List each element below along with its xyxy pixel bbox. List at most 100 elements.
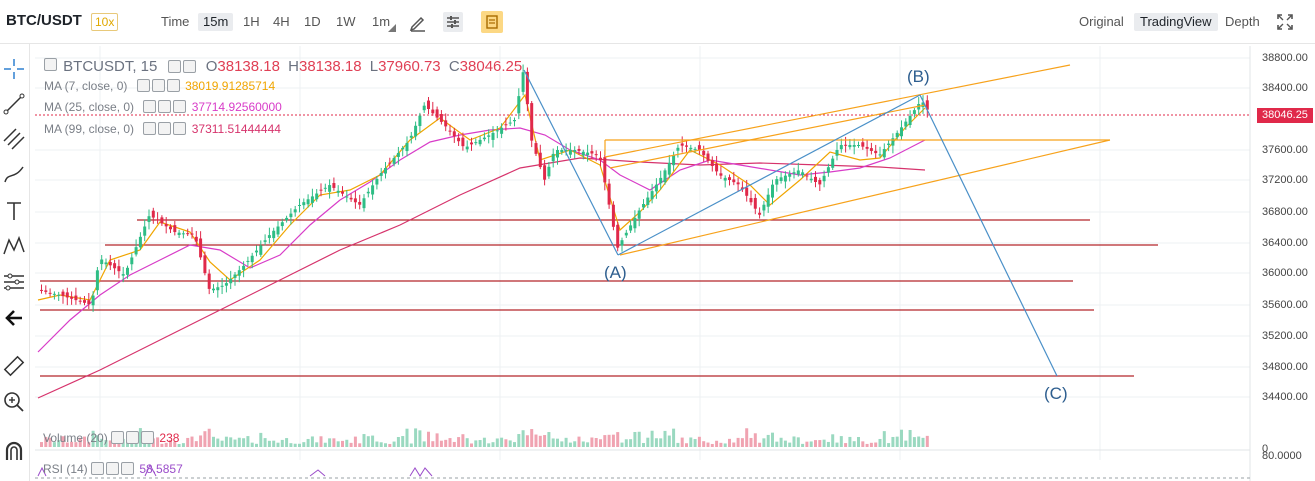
leverage-badge[interactable]: 10x	[91, 13, 119, 31]
timeframe-time[interactable]: Time	[161, 14, 190, 29]
candle-body	[366, 191, 370, 194]
volume-bar	[654, 438, 658, 447]
view-original[interactable]: Original	[1079, 14, 1124, 29]
view-tradingview[interactable]: TradingView	[1134, 13, 1218, 31]
timeframe-1d[interactable]: 1D	[304, 14, 321, 29]
close-icon[interactable]	[121, 462, 135, 475]
candle-body	[392, 157, 396, 164]
volume-bar	[749, 437, 753, 447]
volume-bar	[857, 437, 860, 447]
eye-icon[interactable]	[111, 431, 125, 444]
volume-bar	[900, 429, 903, 447]
top-toolbar: BTC/USDT 10x Time 15m 1H 4H 1D 1W 1m	[0, 0, 1315, 44]
wave-label-a: (A)	[604, 263, 627, 282]
wave-label-c: (C)	[1044, 384, 1068, 403]
view-depth[interactable]: Depth	[1225, 14, 1260, 29]
fullscreen-icon[interactable]	[1275, 12, 1295, 32]
text-icon[interactable]	[2, 199, 26, 223]
pattern-icon[interactable]	[2, 234, 26, 258]
volume-bar	[48, 437, 52, 447]
ma25-label: MA (25, close, 0)	[44, 100, 135, 114]
timeframe-1h[interactable]: 1H	[243, 14, 260, 29]
candle-body	[891, 138, 895, 146]
brush-icon[interactable]	[2, 162, 26, 186]
volume-bar	[310, 436, 314, 447]
timeframe-4h[interactable]: 4H	[273, 14, 290, 29]
measure-icon[interactable]	[2, 270, 26, 294]
ma99-label: MA (99, close, 0)	[44, 122, 135, 136]
close-icon[interactable]	[173, 100, 187, 113]
timeframe-15m[interactable]: 15m	[198, 13, 234, 31]
candle-body	[186, 233, 190, 235]
ma99-line	[37, 157, 926, 399]
candle-body	[508, 122, 512, 124]
zoom-icon[interactable]	[2, 390, 26, 414]
template-button[interactable]	[481, 11, 503, 33]
rsi-line	[37, 463, 433, 477]
trendline-icon[interactable]	[2, 92, 26, 116]
crosshair-icon[interactable]	[2, 57, 26, 81]
gear-icon[interactable]	[158, 122, 172, 135]
candlestick-series	[40, 64, 929, 312]
ruler-icon[interactable]	[2, 354, 26, 378]
volume-bar	[693, 439, 697, 447]
volume-bar	[848, 436, 852, 447]
volume-tick: 0	[1262, 443, 1269, 455]
fib-icon[interactable]	[2, 127, 26, 151]
volume-bar	[624, 439, 628, 447]
volume-bar	[839, 436, 843, 447]
volume-bar	[878, 438, 882, 447]
gear-icon[interactable]	[182, 60, 196, 73]
volume-bar	[650, 430, 654, 447]
volume-bar	[272, 440, 276, 447]
candle-body	[887, 143, 891, 146]
close-icon[interactable]	[173, 122, 187, 135]
volume-bar	[371, 435, 375, 447]
candle-body	[358, 201, 362, 205]
volume-bar	[805, 441, 809, 447]
volume-bar	[642, 443, 645, 447]
eye-icon[interactable]	[136, 79, 150, 92]
candle-body	[285, 217, 289, 221]
candle-body	[48, 292, 52, 294]
pencil-icon[interactable]	[408, 12, 428, 32]
volume-bar	[289, 443, 293, 447]
eye-icon[interactable]	[167, 60, 181, 73]
volume-bar	[233, 439, 237, 447]
volume-bar	[285, 438, 289, 447]
volume-bar	[762, 438, 766, 447]
gear-icon[interactable]	[158, 100, 172, 113]
price-tick: 35600.00	[1262, 299, 1308, 311]
candle-body	[353, 198, 357, 203]
candle-body	[620, 240, 624, 246]
timeframe-1w[interactable]: 1W	[336, 14, 356, 29]
indicator-settings-icon[interactable]	[443, 12, 463, 32]
gear-icon[interactable]	[126, 431, 140, 444]
eye-icon[interactable]	[91, 462, 105, 475]
candle-body	[848, 145, 852, 148]
volume-bar	[809, 441, 813, 447]
candle-body	[543, 165, 547, 180]
candle-body	[315, 193, 319, 200]
candle-body	[474, 142, 478, 144]
volume-bar	[392, 441, 396, 447]
gear-icon[interactable]	[106, 462, 120, 475]
close-icon[interactable]	[166, 79, 180, 92]
volume-bar	[779, 437, 783, 447]
price-chart[interactable]	[31, 45, 1315, 481]
magnet-icon[interactable]	[2, 440, 26, 464]
candle-body	[306, 199, 310, 205]
candle-body	[396, 152, 400, 157]
volume-bar	[422, 441, 426, 447]
eye-icon[interactable]	[143, 122, 157, 135]
back-arrow-icon[interactable]	[2, 306, 26, 330]
price-tick: 38800.00	[1262, 52, 1308, 64]
close-icon[interactable]	[141, 431, 155, 444]
volume-bar	[736, 437, 740, 447]
collapse-icon[interactable]	[44, 58, 57, 71]
eye-icon[interactable]	[143, 100, 157, 113]
volume-bar	[826, 441, 830, 447]
gear-icon[interactable]	[151, 79, 165, 92]
timeframe-more[interactable]: 1m	[372, 14, 391, 29]
chart-pane[interactable]: BTCUSDT, 15 O38138.18 H38138.18 L37960.7…	[31, 45, 1315, 481]
